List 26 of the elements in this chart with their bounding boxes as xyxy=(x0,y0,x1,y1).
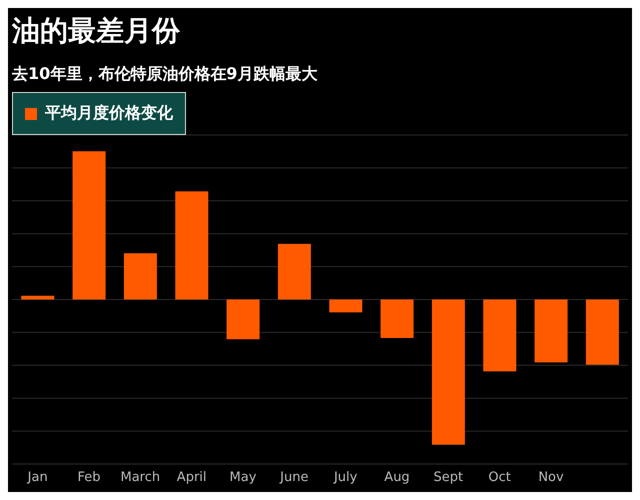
x-tick-label: Nov xyxy=(538,470,564,486)
x-tick-label: Oct xyxy=(488,470,511,486)
bar xyxy=(483,300,516,372)
bar xyxy=(534,300,568,362)
x-tick-label: July xyxy=(332,470,358,486)
bar xyxy=(586,300,619,365)
bar xyxy=(278,244,311,300)
bar xyxy=(226,300,260,340)
x-tick-label: March xyxy=(120,470,160,486)
bar xyxy=(432,300,465,445)
x-tick-label: April xyxy=(176,470,207,486)
bar xyxy=(175,191,208,300)
x-tick-label: Feb xyxy=(77,470,101,486)
bar xyxy=(380,300,414,338)
x-tick-label: June xyxy=(279,470,308,486)
x-tick-label: May xyxy=(230,470,257,486)
legend-label: 平均月度价格变化 xyxy=(12,92,186,135)
bar xyxy=(124,253,157,300)
bar xyxy=(329,300,362,312)
x-tick-label: Jan xyxy=(26,470,48,486)
bar xyxy=(72,151,106,300)
bar xyxy=(21,296,54,300)
x-tick-label: Aug xyxy=(384,470,410,486)
chart-subtitle: 去10年里，布伦特原油价格在9月跌幅最大 xyxy=(12,64,318,85)
x-tick-label: Sept xyxy=(434,470,464,486)
chart-title: 油的最差月份 xyxy=(12,13,180,49)
